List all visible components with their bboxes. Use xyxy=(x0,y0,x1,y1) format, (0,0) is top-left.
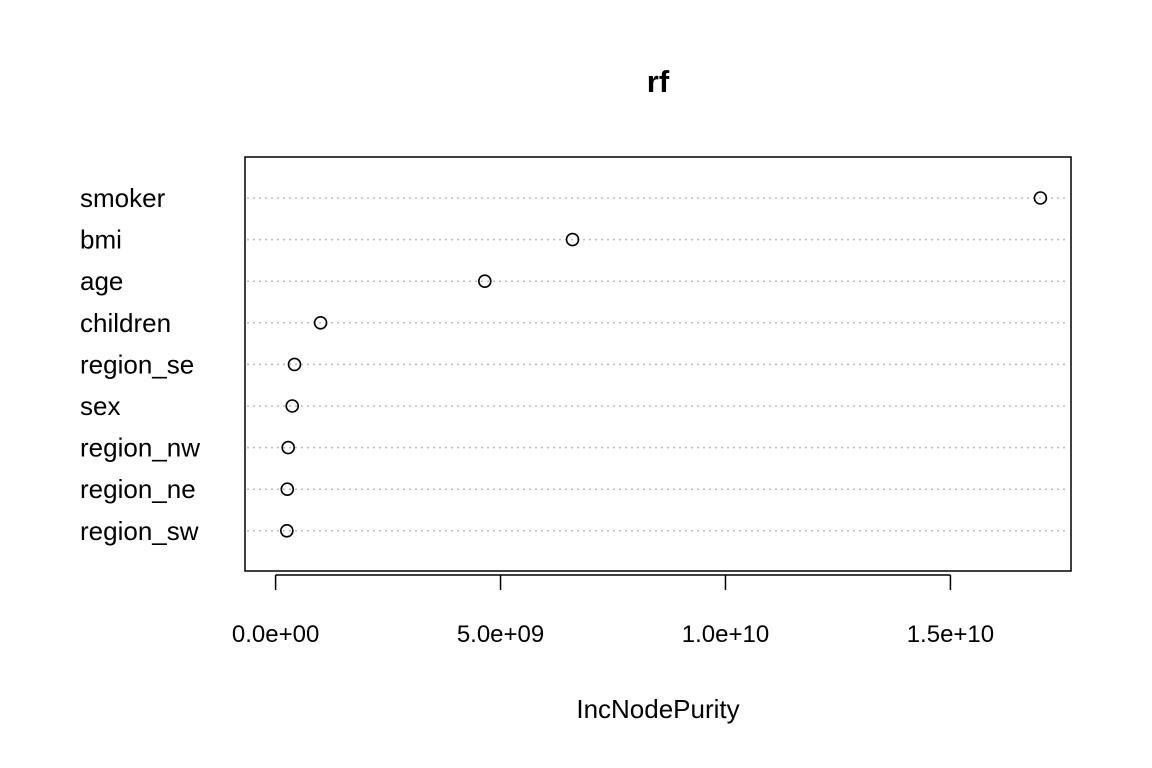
category-label-smoker: smoker xyxy=(80,183,166,213)
chart-title: rf xyxy=(647,64,670,99)
point-region_nw xyxy=(281,440,295,455)
point-sex xyxy=(285,399,300,413)
x-tick-label: 1.0e+10 xyxy=(682,621,769,648)
x-axis: 0.0e+00 5.0e+09 1.0e+10 1.5e+10 xyxy=(232,574,994,648)
data-points xyxy=(280,191,1048,538)
plot-frame xyxy=(244,156,1072,572)
x-tick-label: 5.0e+09 xyxy=(457,621,544,648)
x-axis-title: IncNodePurity xyxy=(576,694,739,724)
point-age xyxy=(477,274,492,289)
x-tick-label: 1.5e+10 xyxy=(907,621,994,648)
point-region_ne xyxy=(280,482,295,497)
point-smoker xyxy=(1033,191,1048,205)
category-label-region_se: region_se xyxy=(80,349,194,379)
category-label-age: age xyxy=(80,266,123,296)
category-label-bmi: bmi xyxy=(80,225,122,255)
point-bmi xyxy=(565,232,580,247)
category-label-region_sw: region_sw xyxy=(80,516,199,546)
category-label-children: children xyxy=(80,308,171,338)
x-tick-label: 0.0e+00 xyxy=(232,621,319,648)
point-children xyxy=(313,315,328,330)
category-label-region_ne: region_ne xyxy=(80,474,196,504)
category-label-sex: sex xyxy=(80,391,120,421)
point-region_se xyxy=(287,357,302,372)
gridlines xyxy=(247,197,1069,532)
point-region_sw xyxy=(280,523,294,538)
category-label-region_nw: region_nw xyxy=(80,433,200,463)
